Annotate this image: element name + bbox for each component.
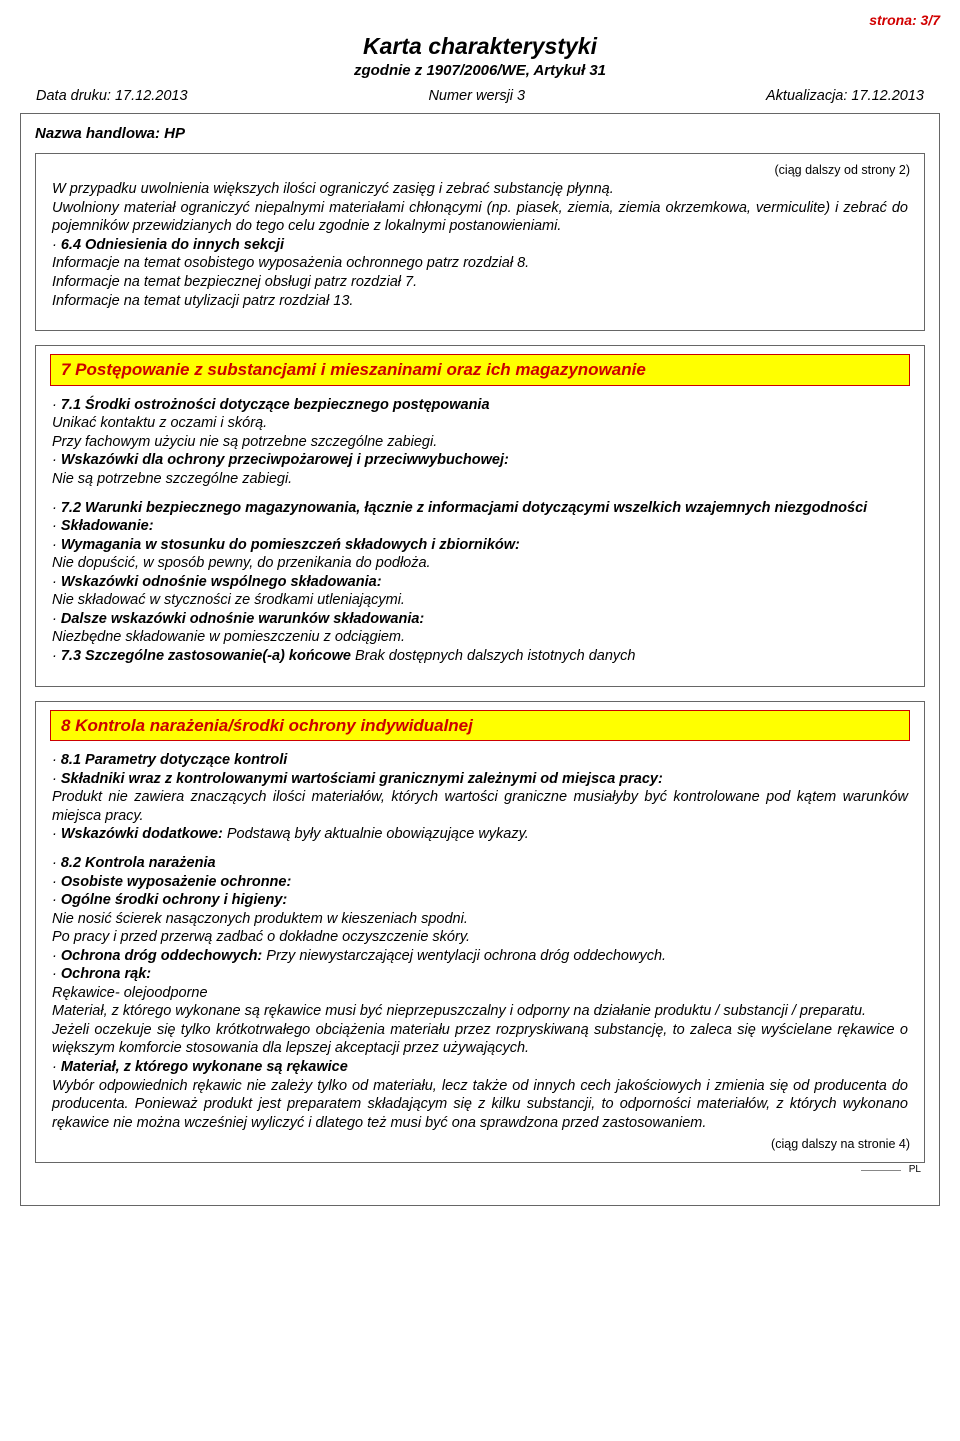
s7-2-heading: · 7.2 Warunki bezpiecznego magazynowania…: [52, 499, 908, 518]
s7-text: Nie są potrzebne szczególne zabiegi.: [52, 470, 908, 489]
section6-box: (ciąg dalszy od strony 2) W przypadku uw…: [35, 153, 925, 331]
s8-text: Jeżeli oczekuje się tylko krótkotrwałego…: [52, 1021, 908, 1058]
s7-further-heading: · Dalsze wskazówki odnośnie warunków skł…: [52, 610, 908, 629]
s8-components-heading: · Składniki wraz z kontrolowanymi wartoś…: [52, 770, 908, 789]
s8-text: Materiał, z którego wykonane są rękawice…: [52, 1002, 908, 1021]
s7-joint-heading: · Wskazówki odnośnie wspólnego składowan…: [52, 573, 908, 592]
s7-rooms-heading: · Wymagania w stosunku do pomieszczeń sk…: [52, 536, 908, 555]
s6-text: Uwolniony materiał ograniczyć niepalnymi…: [52, 199, 908, 236]
s8-hands-heading: · Ochrona rąk:: [52, 965, 908, 984]
s8-additional-line: · Wskazówki dodatkowe: Podstawą były akt…: [52, 825, 908, 844]
print-date: Data druku: 17.12.2013: [36, 87, 188, 106]
s8-ppe-heading: · Osobiste wyposażenie ochronne:: [52, 873, 908, 892]
section8-box: 8 Kontrola narażenia/środki ochrony indy…: [35, 701, 925, 1164]
s7-text: Nie składować w styczności ze środkami u…: [52, 591, 908, 610]
version-number: Numer wersji 3: [428, 87, 525, 106]
s6-4-heading: · 6.4 Odniesienia do innych sekcji: [52, 236, 908, 255]
s6-text: Informacje na temat utylizacji patrz roz…: [52, 292, 908, 311]
revision-date: Aktualizacja: 17.12.2013: [766, 87, 924, 106]
s8-glove-material-heading: · Materiał, z którego wykonane są rękawi…: [52, 1058, 908, 1077]
s8-2-heading: · 8.2 Kontrola narażenia: [52, 854, 908, 873]
s7-text: Unikać kontaktu z oczami i skórą.: [52, 414, 908, 433]
document-subtitle: zgodnie z 1907/2006/WE, Artykuł 31: [20, 61, 940, 80]
s7-3-line: · 7.3 Szczególne zastosowanie(-a) końcow…: [52, 647, 908, 666]
s8-text: Wybór odpowiednich rękawic nie zależy ty…: [52, 1077, 908, 1133]
section7-box: 7 Postępowanie z substancjami i mieszani…: [35, 345, 925, 686]
s6-text: Informacje na temat osobistego wyposażen…: [52, 254, 908, 273]
s7-1-heading: · 7.1 Środki ostrożności dotyczące bezpi…: [52, 396, 908, 415]
s7-storage-heading: · Składowanie:: [52, 517, 908, 536]
s8-text: Rękawice- olejoodporne: [52, 984, 908, 1003]
s6-text: W przypadku uwolnienia większych ilości …: [52, 180, 908, 199]
trade-name: Nazwa handlowa: HP: [35, 124, 925, 143]
section8-header: 8 Kontrola narażenia/środki ochrony indy…: [50, 710, 910, 742]
s8-text: Nie nosić ścierek nasączonych produktem …: [52, 910, 908, 929]
s8-text: Produkt nie zawiera znaczących ilości ma…: [52, 788, 908, 825]
document-title: Karta charakterystyki: [20, 32, 940, 61]
s6-text: Informacje na temat bezpiecznej obsługi …: [52, 273, 908, 292]
s8-1-heading: · 8.1 Parametry dotyczące kontroli: [52, 751, 908, 770]
continued-from: (ciąg dalszy od strony 2): [50, 162, 910, 178]
meta-row: Data druku: 17.12.2013 Numer wersji 3 Ak…: [20, 87, 940, 106]
s7-text: Niezbędne składowanie w pomieszczeniu z …: [52, 628, 908, 647]
s8-text: Po pracy i przed przerwą zadbać o dokład…: [52, 928, 908, 947]
s8-hygiene-heading: · Ogólne środki ochrony i higieny:: [52, 891, 908, 910]
continued-on: (ciąg dalszy na stronie 4): [50, 1136, 910, 1152]
s8-respiratory-line: · Ochrona dróg oddechowych: Przy niewyst…: [52, 947, 908, 966]
section7-header: 7 Postępowanie z substancjami i mieszani…: [50, 354, 910, 386]
s7-fire-heading: · Wskazówki dla ochrony przeciwpożarowej…: [52, 451, 908, 470]
main-outer-box: Nazwa handlowa: HP (ciąg dalszy od stron…: [20, 113, 940, 1206]
s7-text: Nie dopuścić, w sposób pewny, do przenik…: [52, 554, 908, 573]
country-code: PL: [35, 1164, 925, 1177]
s7-text: Przy fachowym użyciu nie są potrzebne sz…: [52, 433, 908, 452]
page-number: strona: 3/7: [20, 12, 940, 30]
